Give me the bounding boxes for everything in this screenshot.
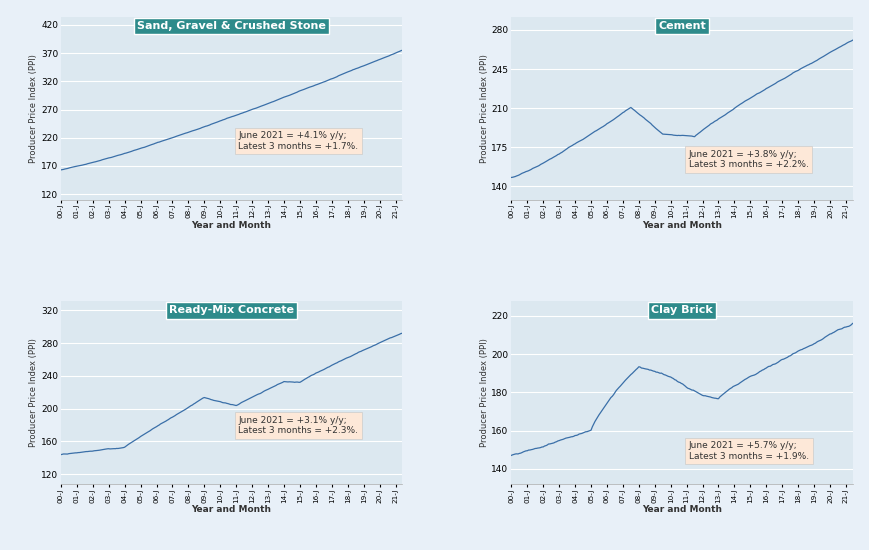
X-axis label: Year and Month: Year and Month <box>641 221 721 230</box>
Text: June 2021 = +3.1% y/y;
Latest 3 months = +2.3%.: June 2021 = +3.1% y/y; Latest 3 months =… <box>238 416 358 435</box>
Text: June 2021 = +5.7% y/y;
Latest 3 months = +1.9%.: June 2021 = +5.7% y/y; Latest 3 months =… <box>688 441 808 461</box>
Y-axis label: Producer Price Index (PPI): Producer Price Index (PPI) <box>29 54 38 163</box>
Y-axis label: Producer Price Index (PPI): Producer Price Index (PPI) <box>479 338 488 447</box>
Text: June 2021 = +3.8% y/y;
Latest 3 months = +2.2%.: June 2021 = +3.8% y/y; Latest 3 months =… <box>688 150 808 169</box>
Text: June 2021 = +4.1% y/y;
Latest 3 months = +1.7%.: June 2021 = +4.1% y/y; Latest 3 months =… <box>238 131 358 151</box>
Text: Cement: Cement <box>657 21 705 31</box>
Y-axis label: Producer Price Index (PPI): Producer Price Index (PPI) <box>29 338 38 447</box>
Y-axis label: Producer Price Index (PPI): Producer Price Index (PPI) <box>479 54 488 163</box>
X-axis label: Year and Month: Year and Month <box>191 221 271 230</box>
Text: Sand, Gravel & Crushed Stone: Sand, Gravel & Crushed Stone <box>137 21 326 31</box>
X-axis label: Year and Month: Year and Month <box>191 505 271 514</box>
Text: Clay Brick: Clay Brick <box>650 305 712 315</box>
X-axis label: Year and Month: Year and Month <box>641 505 721 514</box>
Text: Ready-Mix Concrete: Ready-Mix Concrete <box>169 305 294 315</box>
